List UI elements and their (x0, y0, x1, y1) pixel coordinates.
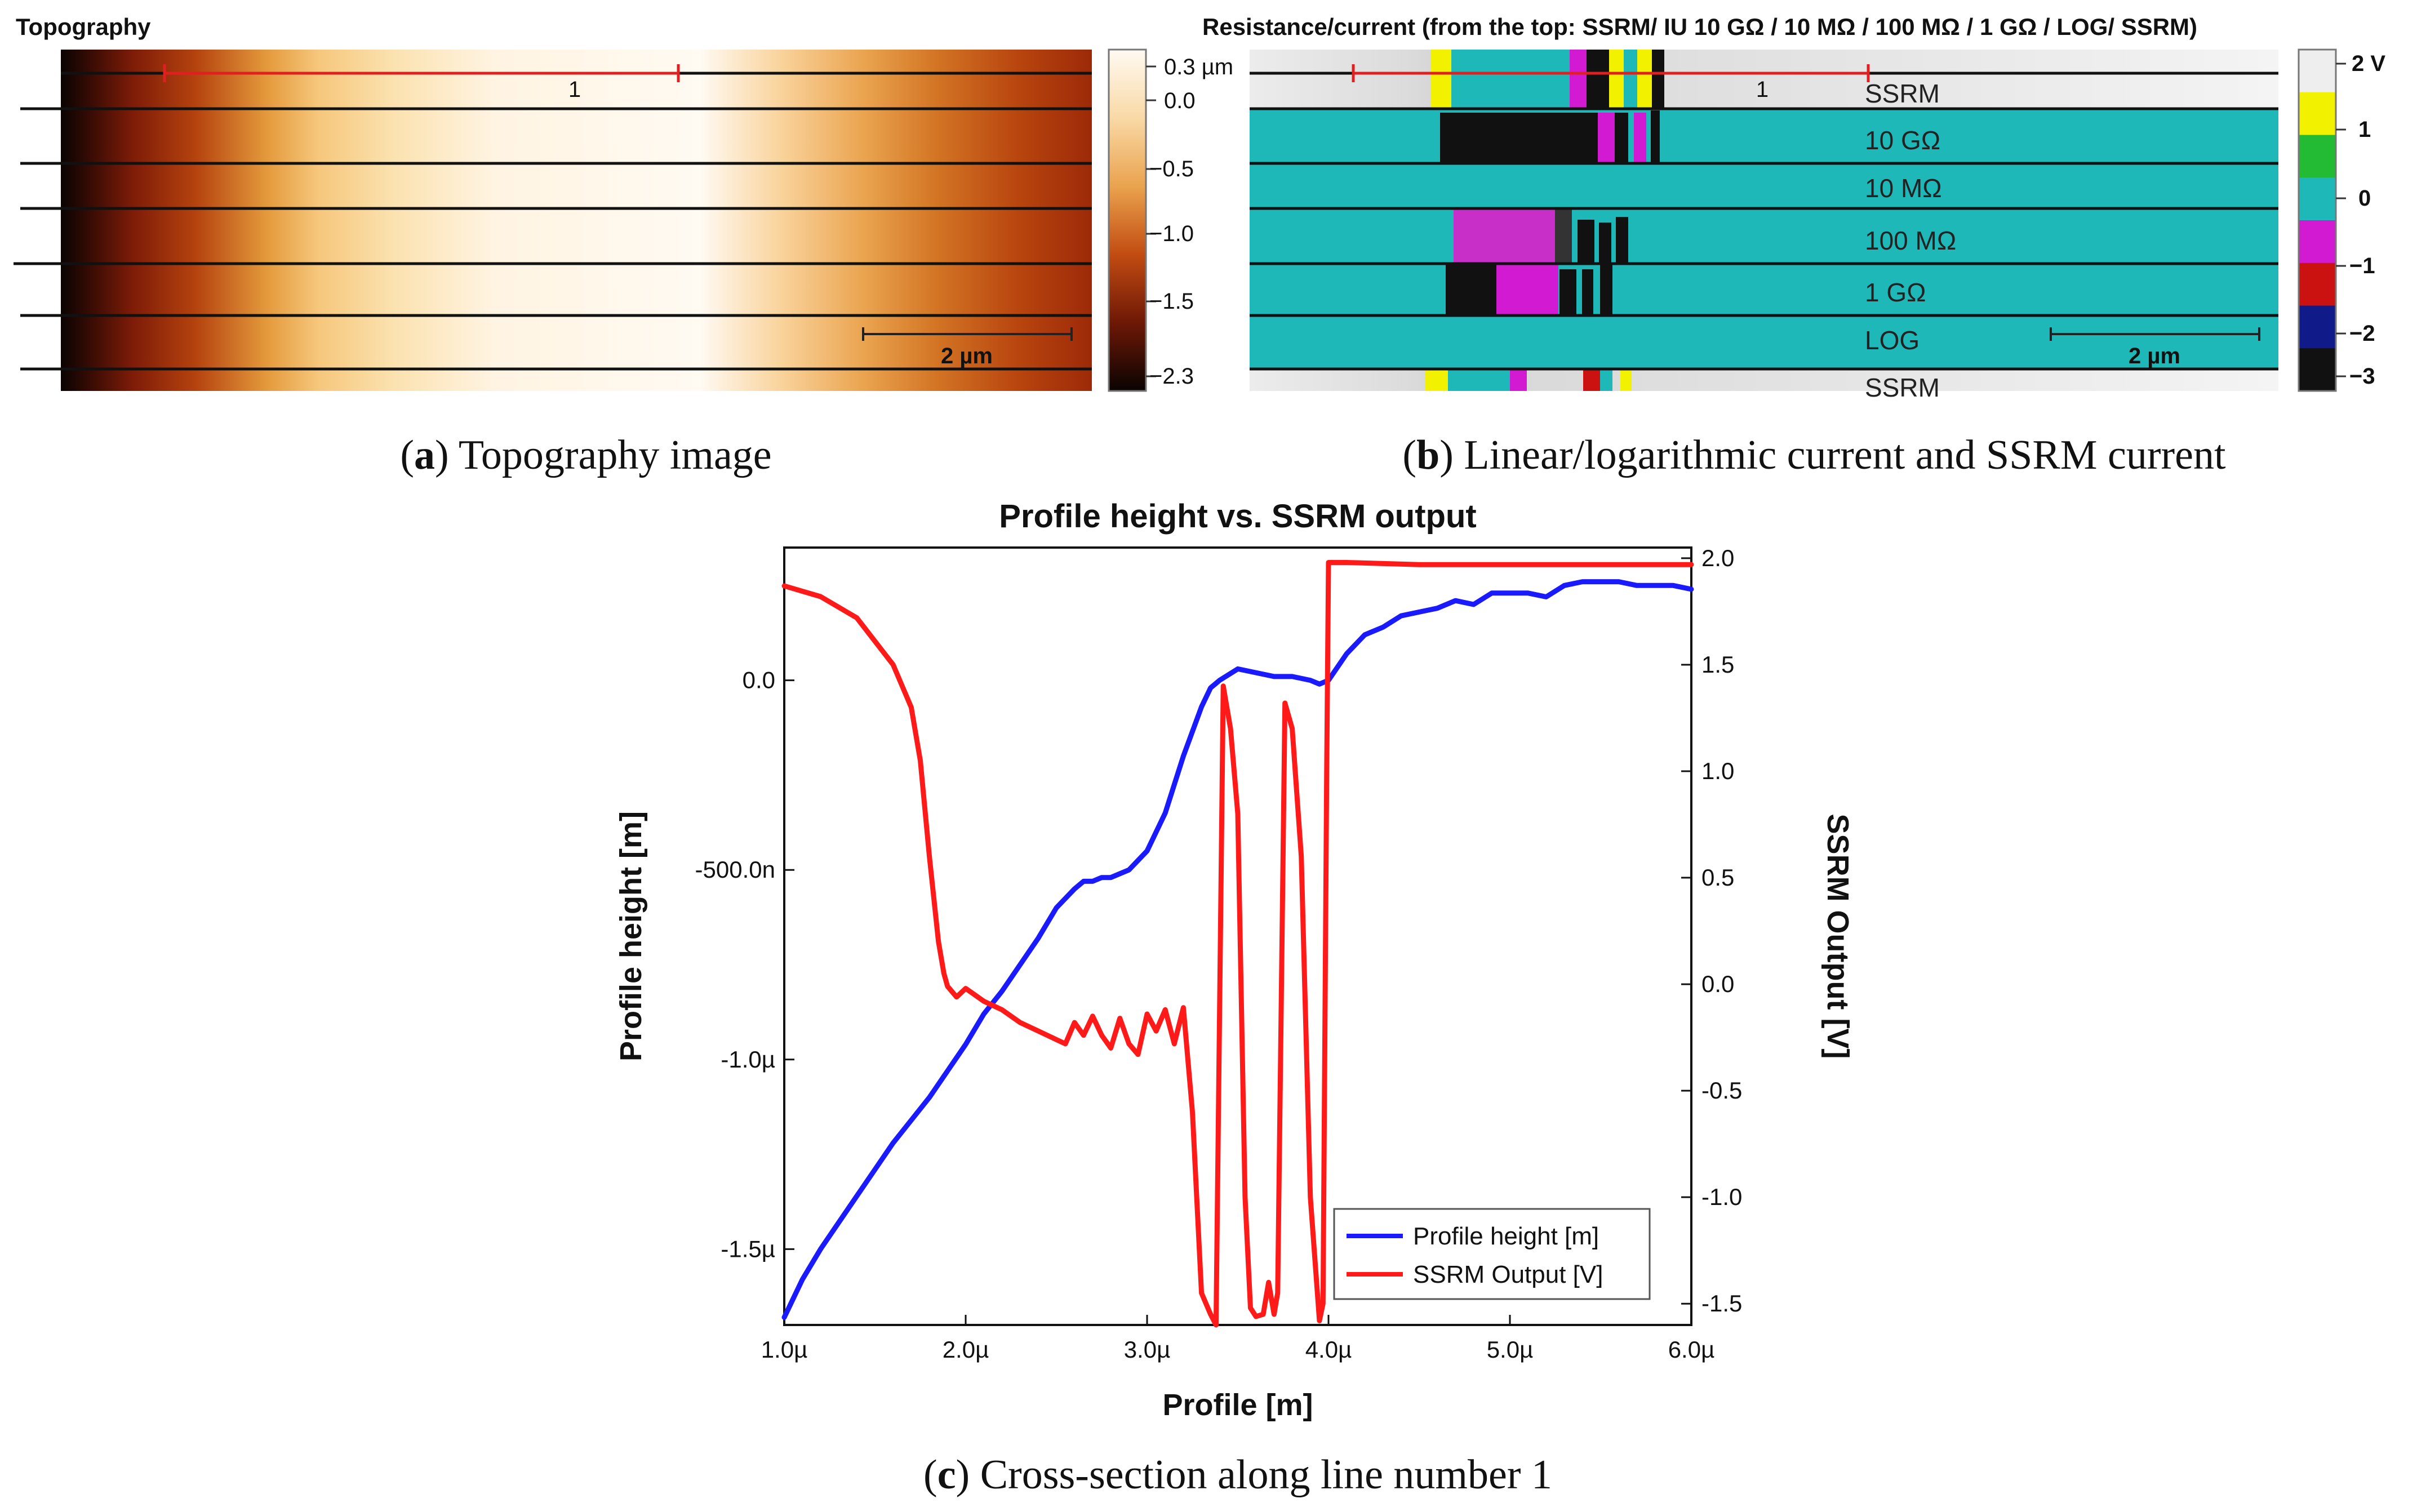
topography-cbar-label: 0.3 µm (1164, 55, 1233, 79)
topography-scale-label: 2 µm (941, 344, 993, 368)
x-axis-ticks: 1.0µ 2.0µ 3.0µ 4.0µ 5.0µ 6.0µ (761, 1315, 1715, 1363)
panel-b-title: Resistance/current (from the top: SSRM/ … (1202, 14, 2197, 40)
y2-tick-label: -1.0 (1701, 1184, 1742, 1210)
current-map-profile-marker (1352, 64, 1870, 82)
x-tick-label: 5.0µ (1487, 1336, 1534, 1363)
current-row-label: 1 GΩ (1865, 278, 1926, 307)
colorbar-segment (2299, 135, 2336, 179)
current-map-line-number: 1 (1756, 77, 1769, 102)
panel-b-caption-text: Linear/logarithmic current and SSRM curr… (1454, 432, 2226, 478)
colorbar-segment (2299, 263, 2336, 306)
y2-tick-label: 1.0 (1701, 758, 1734, 784)
chart-series (781, 560, 1694, 1328)
legend-label-profile-height: Profile height [m] (1413, 1222, 1599, 1250)
topography-cbar-label: −1.5 (1149, 289, 1194, 314)
current-colorbar (2298, 48, 2337, 392)
panel-c-caption-letter: c (937, 1452, 956, 1498)
y2-tick-label: -0.5 (1701, 1077, 1742, 1104)
y2-tick-label: 2.0 (1701, 545, 1734, 571)
x-tick-label: 6.0µ (1668, 1336, 1715, 1363)
y-tick-label: 0.0 (743, 667, 775, 693)
panel-a-title: Topography (16, 14, 151, 40)
panel-c-caption: (c) Cross-section along line number 1 (923, 1452, 1552, 1498)
current-cbar-label: 1 (2358, 117, 2371, 142)
current-row-label: SSRM (1865, 79, 1940, 108)
y-axis-ticks: 0.0 -500.0n -1.0µ -1.5µ (695, 667, 794, 1262)
legend-label-ssrm-output: SSRM Output [V] (1413, 1261, 1603, 1288)
y2-tick-label: 0.0 (1701, 971, 1734, 997)
panel-a-caption: (a) Topography image (400, 432, 771, 478)
chart-plot-area (783, 546, 1692, 1326)
panel-a-caption-letter: a (414, 432, 435, 478)
colorbar-segment (2299, 92, 2336, 136)
y2-tick-label: 0.5 (1701, 864, 1734, 891)
x-tick-label: 2.0µ (943, 1336, 989, 1363)
panel-c-caption-text: Cross-section along line number 1 (970, 1452, 1552, 1498)
current-row-label: SSRM (1865, 373, 1940, 402)
y-tick-label: -1.0µ (721, 1046, 775, 1073)
topography-cbar-label: −1.0 (1149, 221, 1194, 246)
legend-box (1333, 1208, 1651, 1300)
x-tick-label: 4.0µ (1305, 1336, 1352, 1363)
topography-colorbar-ticks (1146, 65, 1156, 377)
y2-tick-label: 1.5 (1701, 651, 1734, 678)
panel-b-caption-letter: b (1416, 432, 1439, 478)
panel-a-caption-text: Topography image (449, 432, 772, 478)
current-map-scale-bar (2050, 327, 2260, 341)
y-axis-label: Profile height [m] (614, 811, 648, 1061)
x-axis-label: Profile [m] (1162, 1388, 1313, 1422)
series-line-ssrm-output (781, 560, 1694, 1328)
y2-tick-label: -1.5 (1701, 1290, 1742, 1317)
current-cbar-label: −1 (2349, 254, 2375, 278)
current-cbar-label: −2 (2349, 321, 2375, 346)
current-row-label: 10 GΩ (1865, 126, 1940, 155)
chart-legend: Profile height [m] SSRM Output [V] (1333, 1208, 1651, 1300)
current-cbar-label: −3 (2349, 364, 2375, 389)
y-tick-label: -500.0n (695, 856, 775, 883)
current-cbar-label: 2 V (2352, 51, 2385, 76)
topography-cbar-label: 0.0 (1164, 88, 1196, 113)
y2-axis-ticks: 2.0 1.5 1.0 0.5 0.0 -0.5 -1.0 -1.5 (1681, 545, 1742, 1317)
series-line-profile-height (781, 579, 1694, 1320)
current-row-label: 100 MΩ (1865, 226, 1956, 255)
current-map-scale-label: 2 µm (2129, 344, 2180, 368)
colorbar-segment (2299, 348, 2336, 392)
y2-axis-label: SSRM Output [V] (1821, 814, 1855, 1059)
panel-b-caption: (b) Linear/logarithmic current and SSRM … (1402, 432, 2226, 478)
colorbar-frame (2298, 48, 2337, 392)
current-colorbar-ticks (2336, 63, 2346, 377)
x-tick-label: 3.0µ (1124, 1336, 1171, 1363)
colorbar-segment (2299, 177, 2336, 221)
colorbar-segment (2299, 50, 2336, 93)
colorbar-segment (2299, 220, 2336, 264)
topography-scale-bar (862, 327, 1073, 341)
chart-title: Profile height vs. SSRM output (999, 498, 1476, 535)
topography-cbar-label: −2.3 (1149, 364, 1194, 389)
topography-cbar-label: −0.5 (1149, 157, 1194, 181)
y-tick-label: -1.5µ (721, 1235, 775, 1262)
current-row-label: 10 MΩ (1865, 174, 1942, 203)
x-tick-label: 1.0µ (761, 1336, 808, 1363)
topography-profile-marker (163, 64, 680, 82)
current-row-label: LOG (1865, 326, 1920, 355)
topography-line-number: 1 (568, 77, 581, 102)
colorbar-segment (2299, 305, 2336, 349)
topography-colorbar (1108, 48, 1147, 392)
current-cbar-label: 0 (2358, 186, 2371, 211)
